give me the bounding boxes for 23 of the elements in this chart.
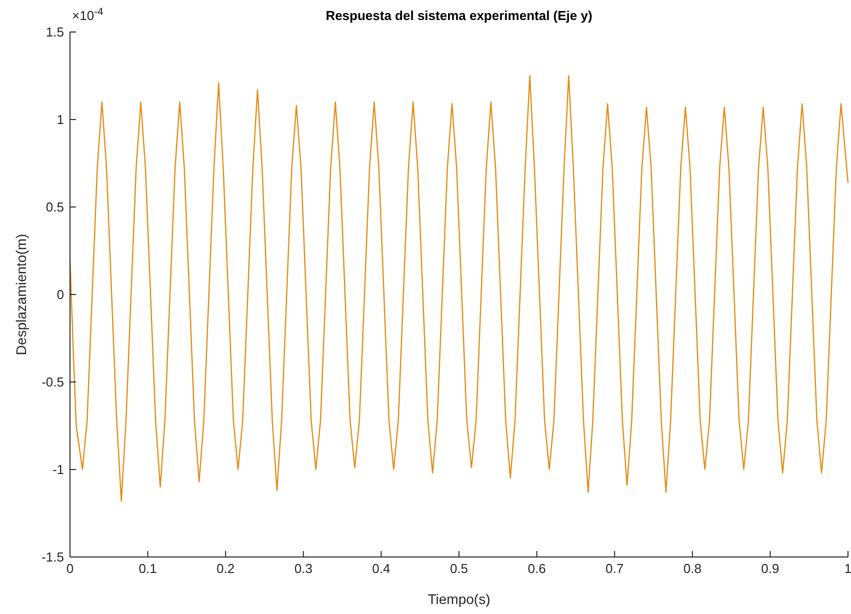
y-tick-label: -1.5 [42,550,64,565]
chart-title: Respuesta del sistema experimental (Eje y) [326,8,592,23]
y-tick-label: 1.5 [46,24,64,40]
y-tick-label: 1 [56,112,64,128]
line-series [69,75,849,502]
x-tick-label: 1 [844,561,851,576]
x-tick-label: 0.5 [450,561,468,576]
x-axis-title: Tiempo(s) [428,591,490,607]
x-tick-label: 0.4 [372,561,390,576]
x-tick-label: 0.1 [138,561,157,576]
y-tick-label: 0.5 [46,200,64,215]
x-tick-label: 0 [66,561,74,576]
x-tick-label: 0.7 [606,561,624,576]
x-tick-label: 0.6 [528,561,546,576]
x-tick-label: 0.2 [216,561,235,576]
y-tick-label: 0 [56,287,64,302]
y-tick-label: -0.5 [42,374,64,390]
text: ×10$^{-4}$ [72,6,104,23]
x-tick-label: 0.3 [294,561,312,576]
x-tick-label: 0.9 [761,561,780,576]
y-axis-title: Desplazamiento(m) [13,234,29,356]
x-tick-label: 0.8 [683,561,702,576]
y-tick-label: -1 [52,462,64,478]
